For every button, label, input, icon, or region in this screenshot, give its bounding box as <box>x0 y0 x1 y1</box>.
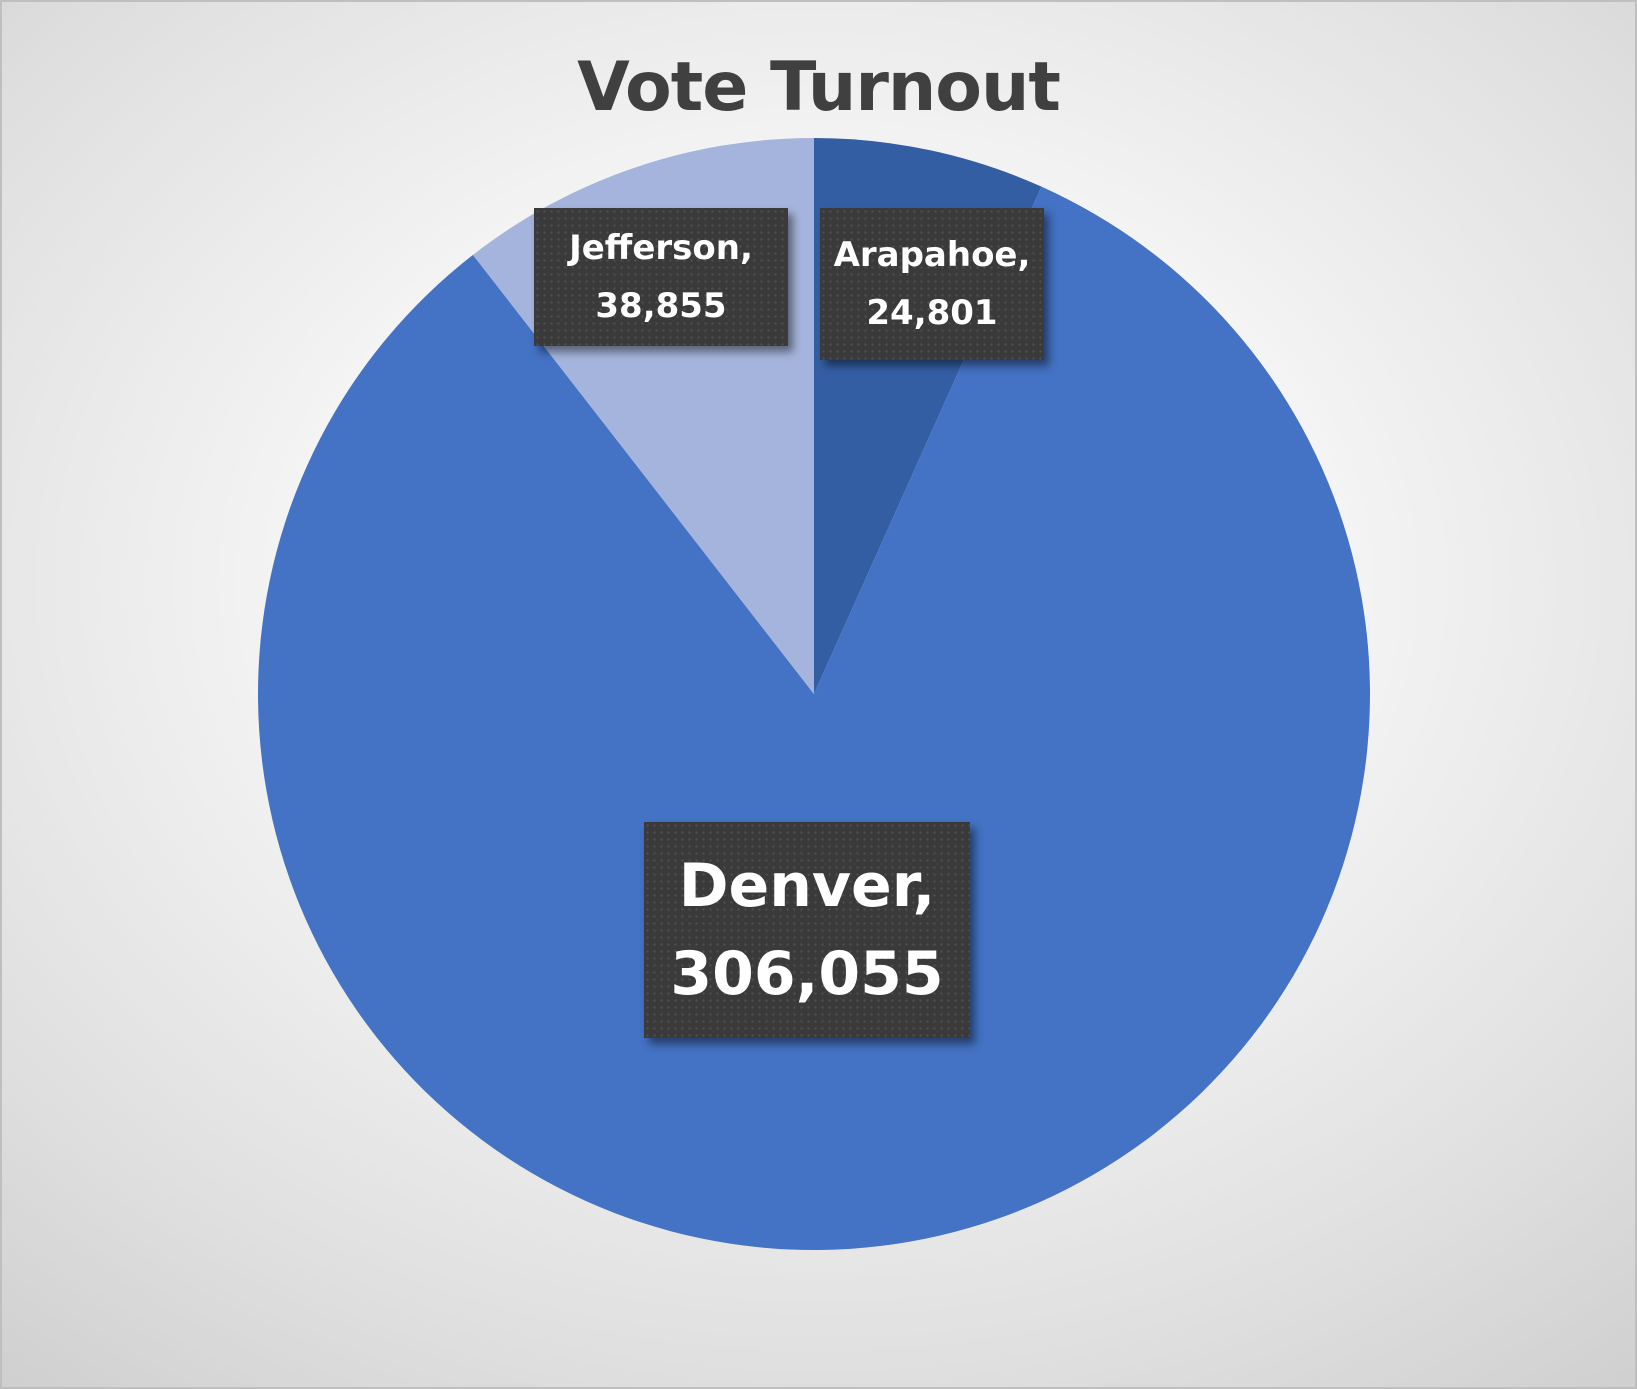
data-label-jefferson-name: Jefferson, <box>569 228 753 268</box>
chart-title: Vote Turnout <box>577 48 1061 127</box>
data-label-arapahoe: Arapahoe, 24,801 <box>820 208 1044 360</box>
data-label-denver: Denver, 306,055 <box>644 822 970 1038</box>
data-label-jefferson: Jefferson, 38,855 <box>534 208 788 346</box>
data-label-arapahoe-name: Arapahoe, <box>833 235 1031 275</box>
data-label-denver-value: 306,055 <box>670 939 944 1009</box>
data-label-arapahoe-value: 24,801 <box>866 293 998 333</box>
data-label-denver-name: Denver, <box>678 851 936 921</box>
data-label-jefferson-value: 38,855 <box>595 286 727 326</box>
pie-slice-denver[interactable] <box>258 186 1371 1250</box>
